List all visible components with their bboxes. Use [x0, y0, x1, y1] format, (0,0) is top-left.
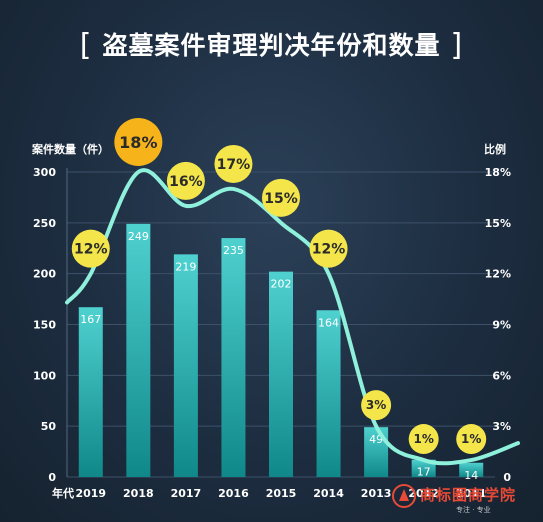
- chart-title-text: 盗墓案件审理判决年份和数量: [102, 31, 441, 60]
- y-tick-label: 300: [33, 166, 56, 179]
- bar-value-label: 164: [318, 316, 339, 329]
- y-tick-label: 200: [33, 268, 56, 281]
- bar: [173, 254, 198, 477]
- ratio-bubble: [309, 229, 348, 268]
- y-tick-label: 50: [41, 420, 57, 433]
- ratio-bubble: [214, 144, 253, 183]
- ratio-label: 3%: [366, 398, 386, 412]
- ratio-line-path: [65, 168, 520, 466]
- y2-tick-label: 15%: [485, 217, 511, 230]
- y-tick-label: 100: [33, 369, 56, 382]
- ratio-bubbles: 12% 18% 16% 17% 15% 12% 3% 1% 1%: [71, 118, 487, 455]
- ratio-label: 16%: [169, 174, 203, 190]
- ratio-label: 12%: [312, 242, 346, 258]
- ratio-label: 1%: [461, 432, 481, 446]
- ratio-label: 18%: [119, 133, 157, 152]
- bar: [459, 462, 484, 477]
- y2-tick-label: 9%: [492, 319, 511, 332]
- bars: 167 249 219 235 202 164 49 17 14: [78, 223, 484, 482]
- ratio-label: 12%: [74, 242, 108, 258]
- ratio-bubble: [361, 390, 392, 421]
- ratio-line: [65, 168, 520, 466]
- y2-tick-label: 0: [503, 471, 511, 484]
- x-tick-label: 2011: [456, 487, 487, 500]
- bar-value-label: 14: [464, 469, 478, 482]
- x-tick-label: 2012: [408, 487, 439, 500]
- axes: 案件数量（件） 比例 年代 0 50 100 150 200 250 300 0 3% 6% 9% 1…: [31, 142, 511, 500]
- bar-value-label: 17: [417, 466, 431, 479]
- y2-axis-title: 比例: [484, 142, 506, 156]
- y2-tick-label: 12%: [485, 268, 511, 281]
- y-tick-label: 0: [48, 471, 56, 484]
- bar-value-label: 167: [80, 313, 101, 326]
- watermark-subtext: 专注 · 专业: [456, 506, 491, 514]
- y-tick-label: 150: [33, 319, 56, 332]
- bar-value-label: 235: [223, 244, 244, 257]
- x-axis-title: 年代: [52, 486, 74, 500]
- title-bracket-right: ]: [450, 28, 464, 63]
- x-tick-label: 2014: [313, 487, 344, 500]
- bar-value-label: 202: [271, 278, 292, 291]
- y2-tick-label: 6%: [492, 369, 511, 382]
- bar: [221, 238, 246, 477]
- x-tick-label: 2015: [266, 487, 297, 500]
- x-tick-label: 2017: [171, 487, 202, 500]
- y-tick-label: 250: [33, 217, 56, 230]
- ratio-label: 15%: [264, 191, 298, 207]
- x-tick-label: 2019: [75, 487, 106, 500]
- ratio-label: 17%: [217, 157, 251, 173]
- chart-title: [ 盗墓案件审理判决年份和数量]: [0, 26, 543, 63]
- x-tick-label: 2018: [123, 487, 154, 500]
- watermark-logo: 商标圈商学院 专注 · 专业: [392, 480, 540, 516]
- bar-value-label: 249: [128, 230, 149, 243]
- bar: [411, 459, 436, 477]
- ratio-bubble: [262, 178, 300, 217]
- ratio-label: 1%: [413, 432, 433, 446]
- bar: [269, 271, 293, 477]
- ratio-bubble: [114, 118, 163, 166]
- bar: [126, 223, 151, 477]
- bar-value-label: 219: [175, 260, 196, 273]
- watermark-text: 商标圈商学院: [420, 486, 517, 504]
- y-axis-title: 案件数量（件）: [31, 142, 109, 156]
- y2-tick-label: 3%: [492, 420, 511, 433]
- title-bracket-left: [: [79, 28, 93, 63]
- ratio-bubble: [71, 229, 110, 268]
- bar: [78, 307, 103, 477]
- ratio-bubble: [166, 161, 205, 200]
- y2-tick-label: 18%: [485, 166, 511, 179]
- bar: [316, 310, 341, 477]
- bar: [364, 427, 389, 477]
- logo-icon: [392, 484, 416, 508]
- ratio-bubble: [456, 424, 487, 455]
- bar-value-label: 49: [369, 433, 383, 446]
- x-tick-label: 2013: [361, 487, 392, 500]
- ratio-bubble: [408, 424, 439, 455]
- x-tick-label: 2016: [218, 487, 249, 500]
